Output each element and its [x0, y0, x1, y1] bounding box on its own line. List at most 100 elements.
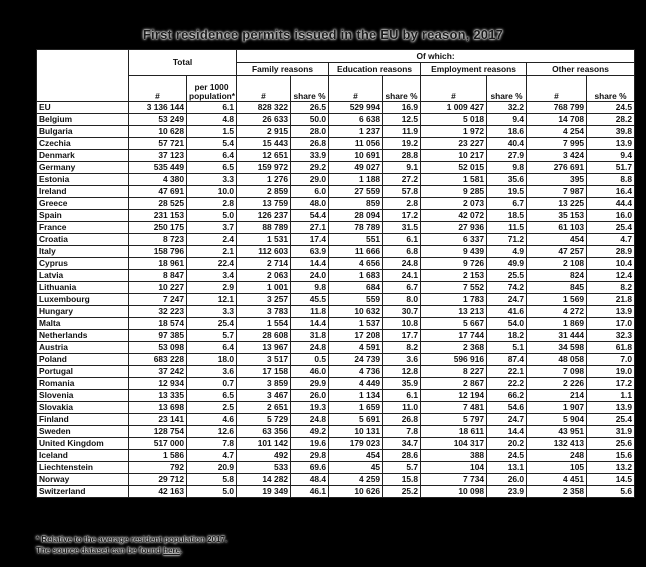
source-link[interactable]: here	[163, 546, 181, 555]
cell-employment-share: 32.2	[486, 101, 528, 114]
table-row: Finland 23 141 4.6 5 729 24.8 5 691 26.8 5 797 2…	[36, 413, 636, 426]
cell-employment: 17 744	[420, 329, 488, 342]
cell-family: 2 714	[236, 257, 292, 270]
cell-country: Cyprus	[36, 257, 129, 270]
cell-other: 34 598	[526, 341, 588, 354]
cell-other-share: 17.2	[586, 377, 636, 390]
cell-country: Czechia	[36, 137, 129, 150]
cell-other-share: 13.9	[586, 137, 636, 150]
cell-other-share: 21.8	[586, 293, 636, 306]
cell-education-share: 10.8	[382, 317, 422, 330]
header-country	[36, 49, 129, 102]
cell-family-share: 48.4	[290, 473, 330, 486]
cell-family-share: 26.8	[290, 137, 330, 150]
table-row: Luxembourg 7 247 12.1 3 257 45.5 559 8.0 1 783 2…	[36, 293, 636, 306]
cell-education: 1 537	[328, 317, 384, 330]
cell-total: 37 123	[128, 149, 187, 162]
subheader-employment-share: share %	[486, 75, 528, 102]
cell-per-pop: 4.6	[185, 413, 238, 426]
cell-country: Netherlands	[36, 329, 129, 342]
table-row: Lithuania 10 227 2.9 1 001 9.8 684 6.7 7 552 74.…	[36, 281, 636, 294]
cell-other-share: 51.7	[586, 161, 636, 174]
cell-per-pop: 6.1	[185, 101, 238, 114]
cell-country: Lithuania	[36, 281, 129, 294]
cell-family-share: 28.0	[290, 125, 330, 138]
cell-other: 768 799	[526, 101, 588, 114]
cell-other: 845	[526, 281, 588, 294]
cell-other-share: 28.2	[586, 113, 636, 126]
cell-education: 1 237	[328, 125, 384, 138]
cell-employment: 104 317	[420, 437, 488, 450]
cell-other: 48 058	[526, 353, 588, 366]
cell-employment-share: 40.4	[486, 137, 528, 150]
cell-education: 4 591	[328, 341, 384, 354]
cell-education-share: 15.8	[382, 473, 422, 486]
cell-other: 7 995	[526, 137, 588, 150]
cell-total: 792	[128, 461, 187, 474]
cell-total: 12 934	[128, 377, 187, 390]
cell-education-share: 8.2	[382, 341, 422, 354]
table-row: Germany 535 449 6.5 159 972 29.2 49 027 9.1 52 …	[36, 161, 636, 174]
cell-total: 1 586	[128, 449, 187, 462]
cell-other-share: 16.4	[586, 185, 636, 198]
cell-country: Sweden	[36, 425, 129, 438]
cell-other-share: 14.5	[586, 473, 636, 486]
residence-permits-table: Total Of which: Family reasons Education…	[36, 49, 636, 498]
footnote-source: The source dataset can be found here.	[36, 546, 182, 555]
subheader-per-pop: per 1000 population*	[185, 75, 238, 102]
cell-family: 3 467	[236, 389, 292, 402]
cell-family: 3 783	[236, 305, 292, 318]
cell-education: 559	[328, 293, 384, 306]
cell-education: 1 188	[328, 173, 384, 186]
cell-employment-share: 54.0	[486, 317, 528, 330]
cell-family-share: 24.8	[290, 341, 330, 354]
cell-education: 1 659	[328, 401, 384, 414]
subheader-employment-num: #	[420, 75, 488, 102]
cell-employment-share: 27.9	[486, 149, 528, 162]
cell-per-pop: 10.0	[185, 185, 238, 198]
cell-family: 533	[236, 461, 292, 474]
cell-education: 1 683	[328, 269, 384, 282]
table-row: Latvia 8 847 3.4 2 063 24.0 1 683 24.1 2 153 25.…	[36, 269, 636, 282]
cell-other-share: 25.4	[586, 221, 636, 234]
cell-total: 4 380	[128, 173, 187, 186]
cell-family: 828 322	[236, 101, 292, 114]
cell-education: 4 259	[328, 473, 384, 486]
cell-per-pop: 4.8	[185, 113, 238, 126]
cell-family-share: 14.4	[290, 317, 330, 330]
cell-total: 13 335	[128, 389, 187, 402]
cell-employment: 6 337	[420, 233, 488, 246]
subheader-other-share: share %	[586, 75, 636, 102]
table-title: First residence permits issued in the EU…	[142, 27, 504, 42]
cell-employment-share: 20.2	[486, 437, 528, 450]
cell-per-pop: 22.4	[185, 257, 238, 270]
cell-family-share: 26.0	[290, 389, 330, 402]
cell-other: 395	[526, 173, 588, 186]
cell-total: 231 153	[128, 209, 187, 222]
cell-per-pop: 12.6	[185, 425, 238, 438]
cell-employment-share: 35.6	[486, 173, 528, 186]
cell-employment: 27 936	[420, 221, 488, 234]
cell-other-share: 19.0	[586, 365, 636, 378]
cell-other-share: 8.8	[586, 173, 636, 186]
cell-country: EU	[36, 101, 129, 114]
cell-family-share: 29.9	[290, 377, 330, 390]
cell-total: 10 628	[128, 125, 187, 138]
cell-country: Iceland	[36, 449, 129, 462]
cell-other: 132 413	[526, 437, 588, 450]
cell-education: 454	[328, 449, 384, 462]
cell-employment: 9 726	[420, 257, 488, 270]
cell-employment-share: 71.2	[486, 233, 528, 246]
cell-education: 27 559	[328, 185, 384, 198]
cell-employment-share: 41.6	[486, 305, 528, 318]
cell-education-share: 26.8	[382, 413, 422, 426]
cell-total: 250 175	[128, 221, 187, 234]
cell-education: 10 632	[328, 305, 384, 318]
cell-other: 3 424	[526, 149, 588, 162]
cell-total: 13 698	[128, 401, 187, 414]
cell-education: 24 739	[328, 353, 384, 366]
cell-total: 517 000	[128, 437, 187, 450]
cell-employment-share: 6.7	[486, 197, 528, 210]
cell-other-share: 13.2	[586, 461, 636, 474]
subheader-education-num: #	[328, 75, 384, 102]
